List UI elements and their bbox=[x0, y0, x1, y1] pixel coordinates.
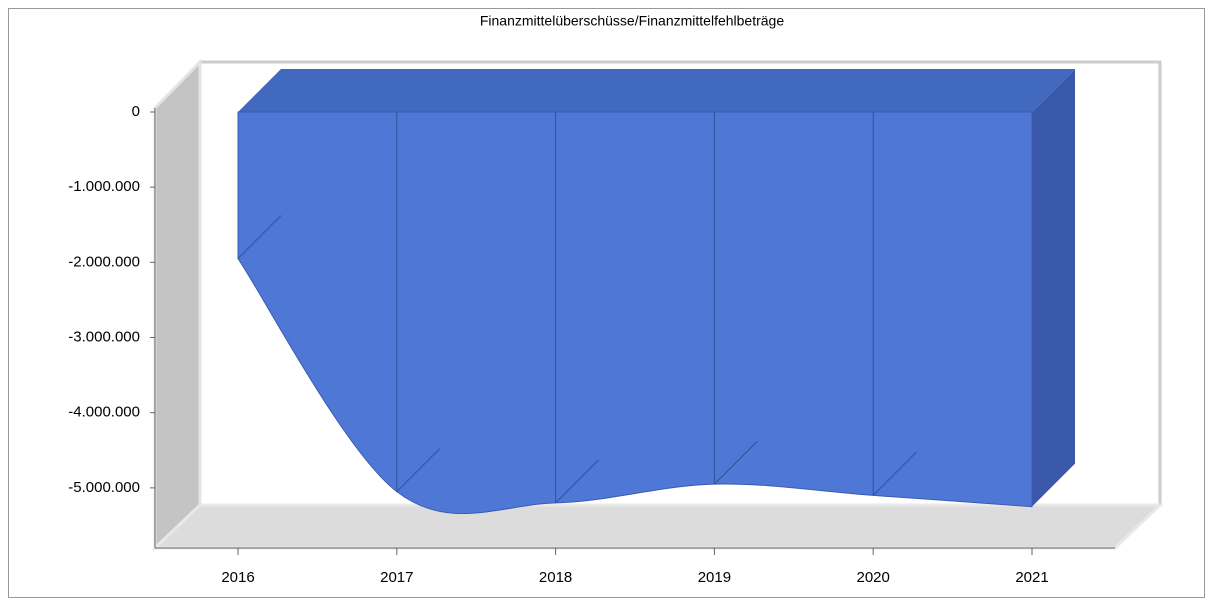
area-top bbox=[238, 69, 1075, 112]
area bbox=[237, 111, 1033, 515]
y-tick-label: -1.000.000 bbox=[68, 178, 140, 195]
y-tick-label: -3.000.000 bbox=[68, 328, 140, 345]
y-tick-label: -2.000.000 bbox=[68, 253, 140, 270]
left-wall bbox=[153, 58, 202, 552]
floor bbox=[151, 503, 1164, 550]
depth-line bbox=[237, 215, 282, 259]
x-tick-label: 2017 bbox=[380, 569, 413, 586]
chart-title: Finanzmittelüberschüsse/Finanzmittelfehl… bbox=[480, 13, 784, 29]
x-tick-label: 2021 bbox=[1015, 569, 1048, 586]
y-tick-label: -4.000.000 bbox=[68, 404, 140, 421]
x-tick-label: 2020 bbox=[857, 569, 890, 586]
y-tick-label: 0 bbox=[132, 103, 140, 120]
depth-line bbox=[396, 448, 441, 492]
area-side bbox=[1032, 69, 1075, 507]
x-tick-label: 2018 bbox=[539, 569, 572, 586]
y-tick-label: -5.000.000 bbox=[68, 479, 140, 496]
depth-line bbox=[872, 452, 917, 496]
depth-line bbox=[555, 459, 599, 504]
x-tick-label: 2016 bbox=[221, 569, 254, 586]
x-tick-label: 2019 bbox=[698, 569, 731, 586]
depth-line bbox=[714, 440, 758, 485]
